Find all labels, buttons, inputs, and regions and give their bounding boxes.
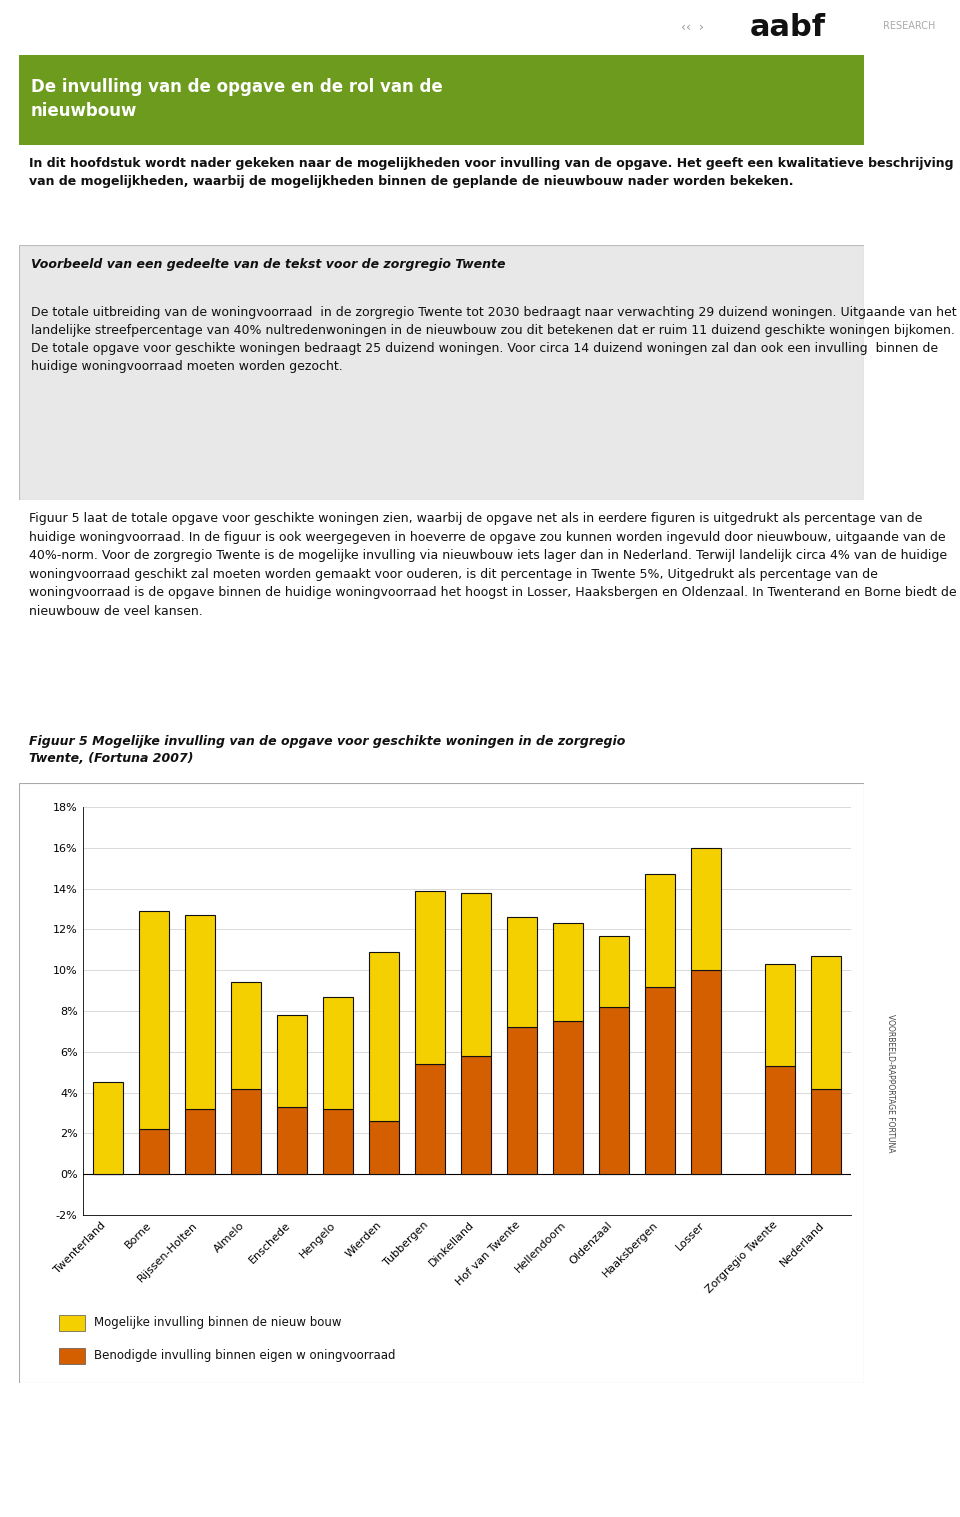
Bar <box>324 1109 353 1174</box>
Bar <box>691 848 721 971</box>
Text: Figuur 5 laat de totale opgave voor geschikte woningen zien, waarbij de opgave n: Figuur 5 laat de totale opgave voor gesc… <box>30 513 957 617</box>
FancyBboxPatch shape <box>19 55 864 146</box>
FancyBboxPatch shape <box>19 246 864 501</box>
Bar <box>185 915 215 1109</box>
Bar <box>139 912 169 1129</box>
Bar <box>231 1089 261 1174</box>
Text: De invulling van de opgave en de rol van de
nieuwbouw: De invulling van de opgave en de rol van… <box>31 77 443 120</box>
Text: ‹‹  ›: ‹‹ › <box>682 21 705 35</box>
FancyBboxPatch shape <box>60 1349 84 1364</box>
Text: Voorbeeld van een gedeelte van de tekst voor de zorgregio Twente: Voorbeeld van een gedeelte van de tekst … <box>31 258 506 270</box>
Bar <box>461 1056 492 1174</box>
Bar <box>765 1066 795 1174</box>
Bar <box>415 1063 445 1174</box>
Bar <box>811 956 841 1089</box>
Bar <box>231 983 261 1089</box>
Bar <box>277 1015 307 1107</box>
Bar <box>185 1109 215 1174</box>
Bar <box>553 1021 583 1174</box>
Text: Mogelijke invulling binnen de nieuw bouw: Mogelijke invulling binnen de nieuw bouw <box>94 1317 342 1329</box>
Text: RESEARCH: RESEARCH <box>883 21 935 30</box>
Bar <box>645 874 675 986</box>
Bar <box>599 936 629 1007</box>
Bar <box>645 986 675 1174</box>
Bar <box>765 965 795 1066</box>
Bar <box>370 951 399 1121</box>
Bar <box>507 1027 538 1174</box>
Bar <box>139 1129 169 1174</box>
FancyBboxPatch shape <box>60 1315 84 1332</box>
Text: De totale uitbreiding van de woningvoorraad  in de zorgregio Twente tot 2030 bed: De totale uitbreiding van de woningvoorr… <box>31 306 957 373</box>
Bar <box>324 997 353 1109</box>
Bar <box>277 1107 307 1174</box>
Bar <box>93 1083 123 1174</box>
Bar <box>461 892 492 1056</box>
FancyBboxPatch shape <box>19 783 864 1384</box>
Bar <box>691 971 721 1174</box>
Bar <box>811 1089 841 1174</box>
Text: Figuur 5 Mogelijke invulling van de opgave voor geschikte woningen in de zorgreg: Figuur 5 Mogelijke invulling van de opga… <box>30 736 626 766</box>
Bar <box>415 890 445 1063</box>
Text: aabf: aabf <box>750 14 826 42</box>
Bar <box>599 1007 629 1174</box>
Text: VOORBEELD-RAPPORTAGE FORTUNA: VOORBEELD-RAPPORTAGE FORTUNA <box>886 1013 895 1153</box>
Bar <box>553 924 583 1021</box>
Text: In dit hoofdstuk wordt nader gekeken naar de mogelijkheden voor invulling van de: In dit hoofdstuk wordt nader gekeken naa… <box>30 156 954 188</box>
Bar <box>507 918 538 1027</box>
Text: Benodigde invulling binnen eigen w oningvoorraad: Benodigde invulling binnen eigen w oning… <box>94 1349 396 1362</box>
Bar <box>370 1121 399 1174</box>
